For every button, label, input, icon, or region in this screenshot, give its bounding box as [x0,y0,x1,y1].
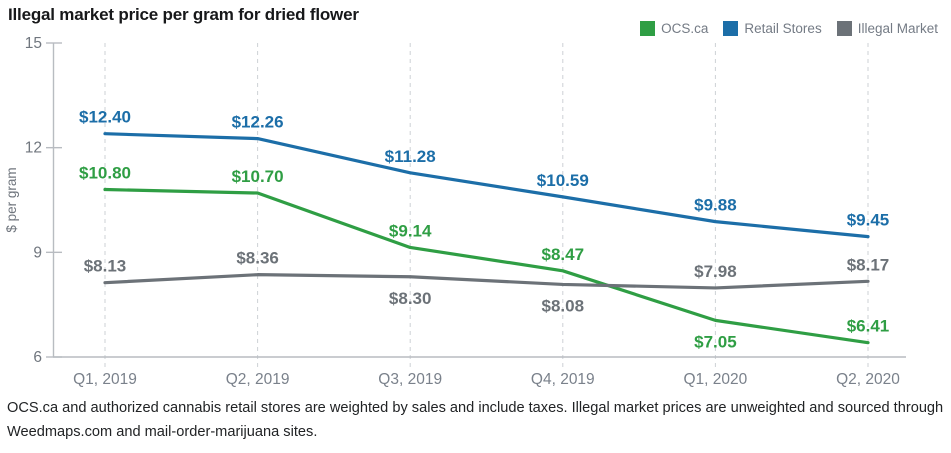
data-label: $8.36 [236,249,279,268]
data-label: $10.59 [537,171,589,190]
x-tick-label: Q4, 2019 [531,371,595,388]
legend-swatch-icon [836,21,852,36]
legend-label: Illegal Market [857,21,938,36]
legend-label: Retail Stores [744,21,822,36]
legend-swatch-icon [723,21,739,36]
x-tick-label: Q3, 2019 [378,371,442,388]
legend: OCS.ca Retail Stores Illegal Market [640,21,938,36]
legend-item-illegal-market: Illegal Market [836,21,938,36]
series-line-illegal-market [103,273,870,290]
data-label: $12.26 [232,113,284,132]
data-label: $9.88 [694,196,737,215]
price-line-chart: Q1, 2019 Q2, 2019 Q3, 2019 Q4, 2019 Q1, 2020… [4,35,906,388]
y-tick-label: 6 [33,349,42,366]
x-tick-label: Q1, 2020 [684,371,748,388]
chart-title: Illegal market price per gram for dried … [8,5,359,24]
x-tick-label: Q2, 2019 [226,371,290,388]
y-tick-label: 15 [25,35,42,52]
x-tick-label: Q2, 2020 [836,371,900,388]
data-label: $7.98 [694,262,737,281]
legend-swatch-icon [640,21,656,36]
data-label: $6.41 [847,317,890,336]
data-label: $10.70 [232,167,284,186]
footnote: OCS.ca and authorized cannabis retail st… [7,400,944,440]
series-line-retail-stores [103,132,870,239]
data-label: $8.47 [542,245,585,264]
data-label: $8.13 [84,257,127,276]
series-line-ocs-ca [103,187,870,345]
data-label: $12.40 [79,108,131,127]
data-label: $8.30 [389,289,432,308]
y-axis-title: $ per gram [4,167,19,232]
data-label: $7.05 [694,332,737,351]
x-tick-label: Q1, 2019 [73,371,137,388]
data-label: $9.45 [847,211,890,230]
legend-label: OCS.ca [661,21,709,36]
y-tick-label: 9 [33,244,42,261]
data-label: $11.28 [385,147,436,166]
y-tick-label: 12 [25,140,42,157]
data-label: $10.80 [79,164,131,183]
legend-item-retail-stores: Retail Stores [723,21,822,36]
data-label: $8.17 [847,255,890,274]
legend-item-ocs-ca: OCS.ca [640,21,708,36]
data-label: $9.14 [389,221,432,240]
data-label: $8.08 [542,296,585,315]
